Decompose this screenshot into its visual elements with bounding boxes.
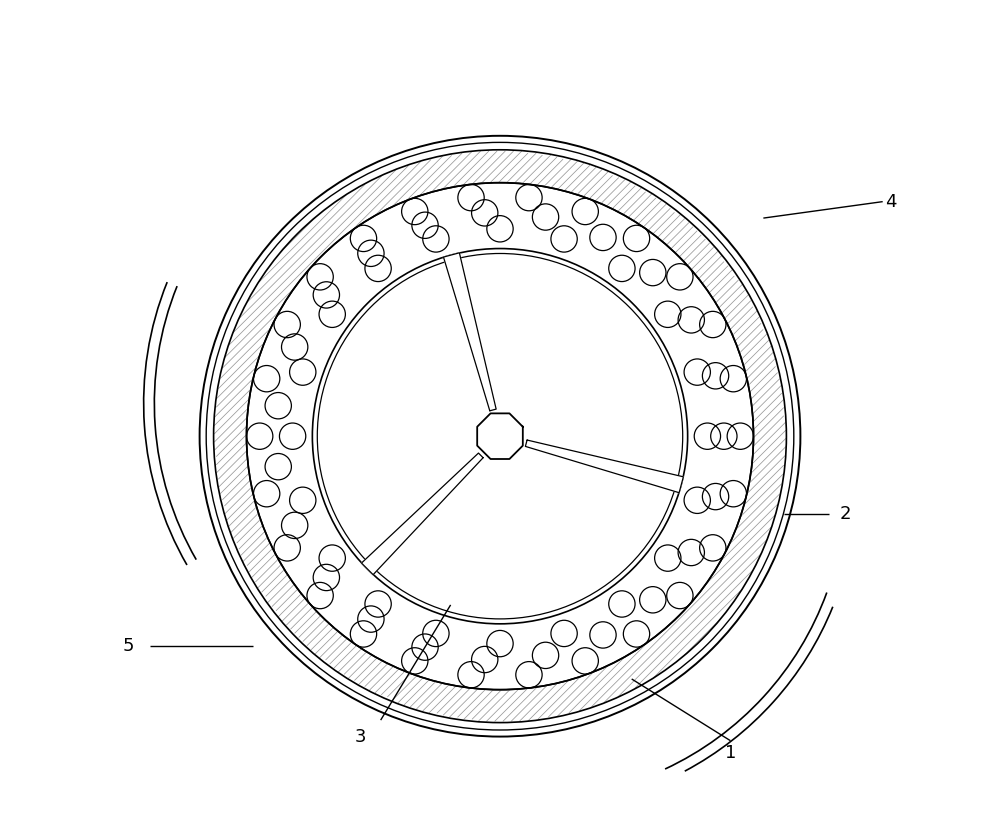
- Circle shape: [312, 249, 688, 624]
- Text: 4: 4: [885, 193, 897, 211]
- Text: 1: 1: [725, 744, 736, 762]
- Text: 3: 3: [354, 728, 366, 746]
- Circle shape: [214, 150, 786, 723]
- Polygon shape: [361, 453, 483, 574]
- Text: 5: 5: [122, 637, 134, 655]
- Polygon shape: [525, 440, 683, 493]
- Polygon shape: [443, 253, 496, 411]
- Polygon shape: [477, 413, 523, 459]
- Circle shape: [200, 136, 800, 737]
- Circle shape: [247, 183, 753, 690]
- Text: 2: 2: [840, 505, 851, 523]
